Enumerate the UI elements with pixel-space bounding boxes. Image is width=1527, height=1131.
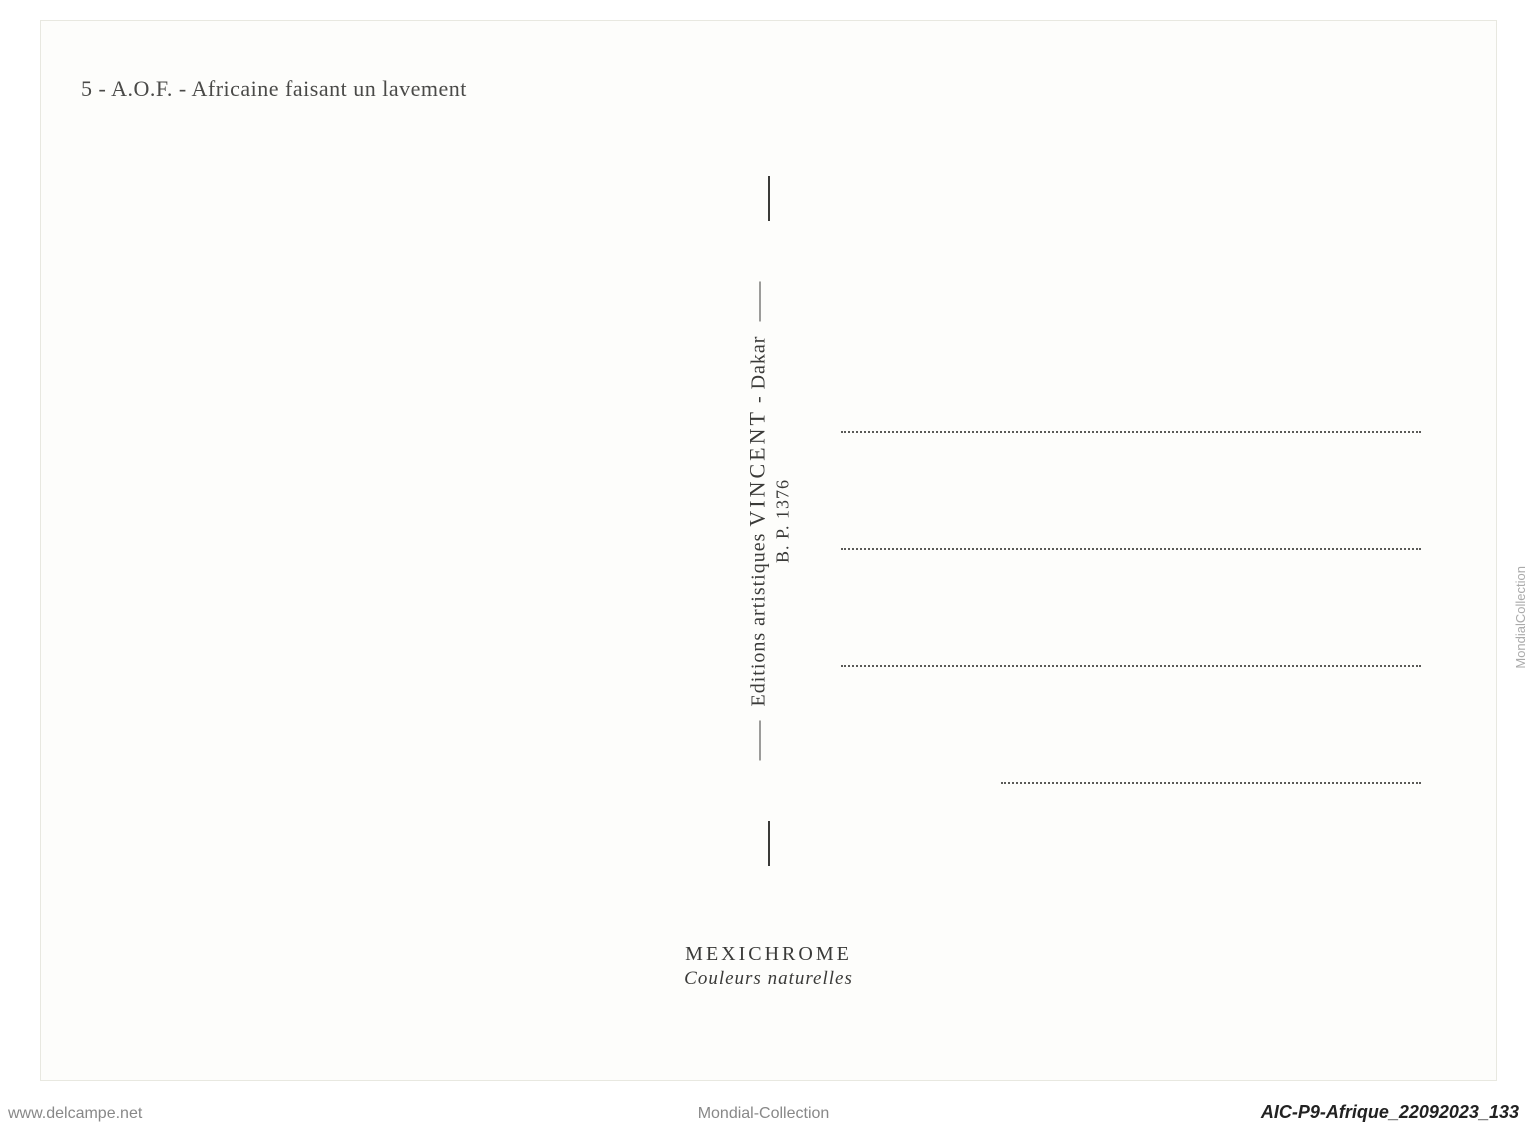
watermark-website: www.delcampe.net	[8, 1105, 142, 1123]
card-number: 5	[81, 76, 93, 101]
publisher-prefix: Editions artistiques	[747, 527, 769, 707]
watermark-side: MondialCollection	[1514, 566, 1527, 669]
address-line	[1001, 782, 1421, 784]
separator: -	[93, 76, 112, 101]
card-description: Africaine faisant un lavement	[192, 76, 467, 101]
address-line	[841, 665, 1421, 667]
divider-line-top	[768, 176, 770, 221]
postcard-back: 5 - A.O.F. - Africaine faisant un laveme…	[40, 20, 1497, 1081]
dash-icon	[759, 282, 760, 322]
postcard-title: 5 - A.O.F. - Africaine faisant un laveme…	[81, 76, 467, 102]
watermark-collection: Mondial-Collection	[698, 1105, 830, 1123]
address-line	[841, 431, 1421, 433]
separator: -	[173, 76, 192, 101]
print-brand: MEXICHROME	[684, 943, 853, 966]
divider-line-bottom	[768, 821, 770, 866]
print-process-block: MEXICHROME Couleurs naturelles	[684, 943, 853, 990]
publisher-line-1: Editions artistiques VINCENT - Dakar	[744, 274, 770, 769]
publisher-block: Editions artistiques VINCENT - Dakar B. …	[744, 274, 793, 769]
address-line	[841, 548, 1421, 550]
publisher-line-2: B. P. 1376	[772, 274, 793, 769]
address-area	[841, 431, 1421, 784]
publisher-name: VINCENT	[744, 409, 769, 527]
watermark-reference: AIC-P9-Afrique_22092023_133	[1261, 1102, 1519, 1123]
region-abbr: A.O.F.	[111, 76, 173, 101]
dash-icon	[759, 720, 760, 760]
publisher-suffix: - Dakar	[747, 336, 769, 410]
print-tagline: Couleurs naturelles	[684, 968, 853, 990]
